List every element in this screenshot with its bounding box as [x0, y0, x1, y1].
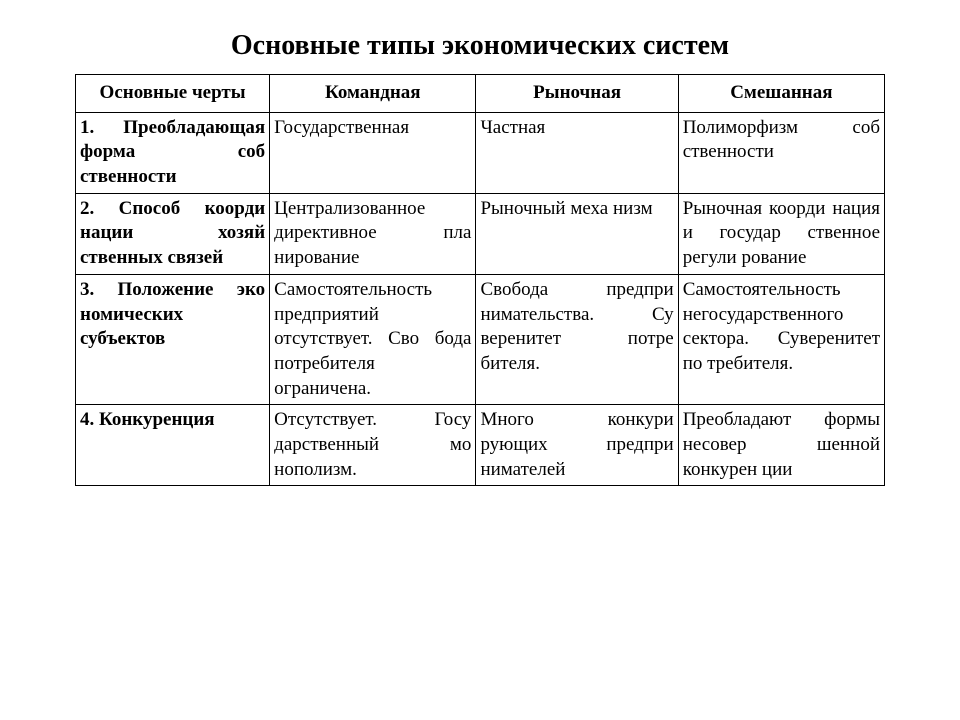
col-header-features: Основные черты	[76, 75, 270, 113]
feature-cell: 1. Преобладающая форма соб ственности	[76, 112, 270, 193]
feature-cell: 2. Способ коорди нации хозяй ственных св…	[76, 193, 270, 274]
market-cell: Много конкури рующих предпри нимателей	[476, 405, 678, 486]
mixed-cell: Рыночная коорди нация и государ ственное…	[678, 193, 884, 274]
table-row: 1. Преобладающая форма соб ственности Го…	[76, 112, 885, 193]
market-cell: Рыночный меха низм	[476, 193, 678, 274]
mixed-cell: Преобладают формы несовер шенной конкуре…	[678, 405, 884, 486]
market-cell: Свобода предпри нимательства. Су веренит…	[476, 274, 678, 404]
table-row: 4. Конкуренция Отсутствует. Госу дарстве…	[76, 405, 885, 486]
table-row: 2. Способ коорди нации хозяй ственных св…	[76, 193, 885, 274]
mixed-cell: Полиморфизм соб ственности	[678, 112, 884, 193]
feature-cell: 3. Положение эко номических субъектов	[76, 274, 270, 404]
col-header-market: Рыночная	[476, 75, 678, 113]
col-header-mixed: Смешанная	[678, 75, 884, 113]
command-cell: Государственная	[270, 112, 476, 193]
command-cell: Отсутствует. Госу дарственный мо нополиз…	[270, 405, 476, 486]
command-cell: Самостоятельность предприятий отсутствуе…	[270, 274, 476, 404]
table-header-row: Основные черты Командная Рыночная Смешан…	[76, 75, 885, 113]
col-header-command: Командная	[270, 75, 476, 113]
page-title: Основные типы экономических систем	[75, 30, 885, 62]
economic-systems-table: Основные черты Командная Рыночная Смешан…	[75, 74, 885, 486]
feature-cell: 4. Конкуренция	[76, 405, 270, 486]
market-cell: Частная	[476, 112, 678, 193]
mixed-cell: Самостоятельность негосударственного сек…	[678, 274, 884, 404]
command-cell: Централизованное директивное пла нирован…	[270, 193, 476, 274]
table-row: 3. Положение эко номических субъектов Са…	[76, 274, 885, 404]
